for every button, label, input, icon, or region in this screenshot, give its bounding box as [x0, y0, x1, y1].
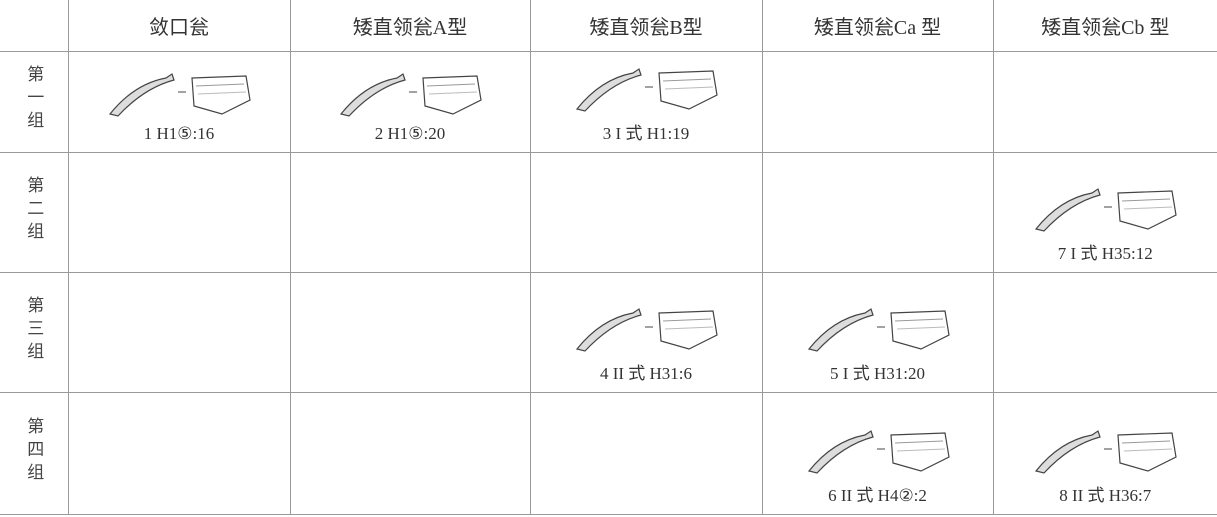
table-row: 第三组 4 II 式 H31:6 5 I 式 H31:20: [0, 272, 1217, 393]
table-cell: 6 II 式 H4②:2: [761, 392, 994, 515]
row-label-cell: 第一组: [0, 51, 69, 153]
table-cell: [761, 152, 994, 273]
row-label-cell: 第四组: [0, 392, 69, 515]
figure-caption: 5 I 式 H31:20: [830, 364, 925, 383]
table-cell: 1 H1⑤:16: [67, 51, 291, 153]
sherd-drawing: [575, 308, 718, 352]
row-label-cell: 第二组: [0, 152, 69, 273]
column-header: 矮直领瓮A型: [289, 0, 531, 52]
column-header: 矮直领瓮Ca 型: [761, 0, 994, 52]
table-cell: [761, 51, 994, 153]
sherd-drawing: [108, 73, 251, 117]
row-label: 第四组: [24, 416, 44, 486]
sherd-drawing: [575, 68, 718, 112]
table-cell: 5 I 式 H31:20: [761, 272, 994, 393]
sherd-drawing: [1035, 430, 1177, 474]
table-cell: [67, 272, 291, 393]
row-label: 第三组: [24, 295, 44, 365]
figure-caption: 8 II 式 H36:7: [1059, 486, 1152, 505]
row-label-cell: 第三组: [0, 272, 69, 393]
table-cell: [289, 272, 531, 393]
table-cell: 7 I 式 H35:12: [992, 152, 1217, 273]
table-cell: [289, 152, 531, 273]
table-cell: [992, 272, 1217, 393]
table-cell: 2 H1⑤:20: [289, 51, 531, 153]
row-label: 第二组: [24, 175, 44, 245]
column-header: 敛口瓮: [67, 0, 291, 52]
header-row: 敛口瓮 矮直领瓮A型 矮直领瓮B型 矮直领瓮Ca 型矮直领瓮Cb 型: [0, 0, 1217, 52]
table-row: 第四组 6 II 式 H4②:2 8 II 式 H36:7: [0, 392, 1217, 515]
figure-caption: 2 H1⑤:20: [374, 124, 446, 143]
table-cell: 4 II 式 H31:6: [529, 272, 763, 393]
column-header: [0, 0, 69, 52]
row-label: 第一组: [24, 65, 44, 134]
figure-caption: 7 I 式 H35:12: [1057, 244, 1153, 263]
table-cell: [67, 152, 291, 273]
figure-caption: 4 II 式 H31:6: [599, 364, 693, 383]
table-row: 第二组 7 I 式 H35:12: [0, 152, 1217, 273]
sherd-drawing: [807, 308, 950, 352]
figure-caption: 3 I 式 H1:19: [602, 124, 690, 143]
column-header: 矮直领瓮B型: [529, 0, 763, 52]
table-cell: 3 I 式 H1:19: [529, 51, 763, 153]
table-cell: 8 II 式 H36:7: [992, 392, 1217, 515]
sherd-drawing: [339, 73, 482, 117]
sherd-drawing: [807, 430, 950, 474]
table-cell: [289, 392, 531, 515]
table-cell: [67, 392, 291, 515]
figure-caption: 1 H1⑤:16: [143, 124, 215, 143]
sherd-drawing: [1035, 188, 1177, 232]
table-cell: [992, 51, 1217, 153]
column-header: 矮直领瓮Cb 型: [992, 0, 1217, 52]
table-row: 第一组 1 H1⑤:16 2 H1⑤:20 3 I 式 H1:19: [0, 51, 1217, 153]
table-cell: [529, 392, 763, 515]
figure-caption: 6 II 式 H4②:2: [828, 486, 927, 505]
table-cell: [529, 152, 763, 273]
